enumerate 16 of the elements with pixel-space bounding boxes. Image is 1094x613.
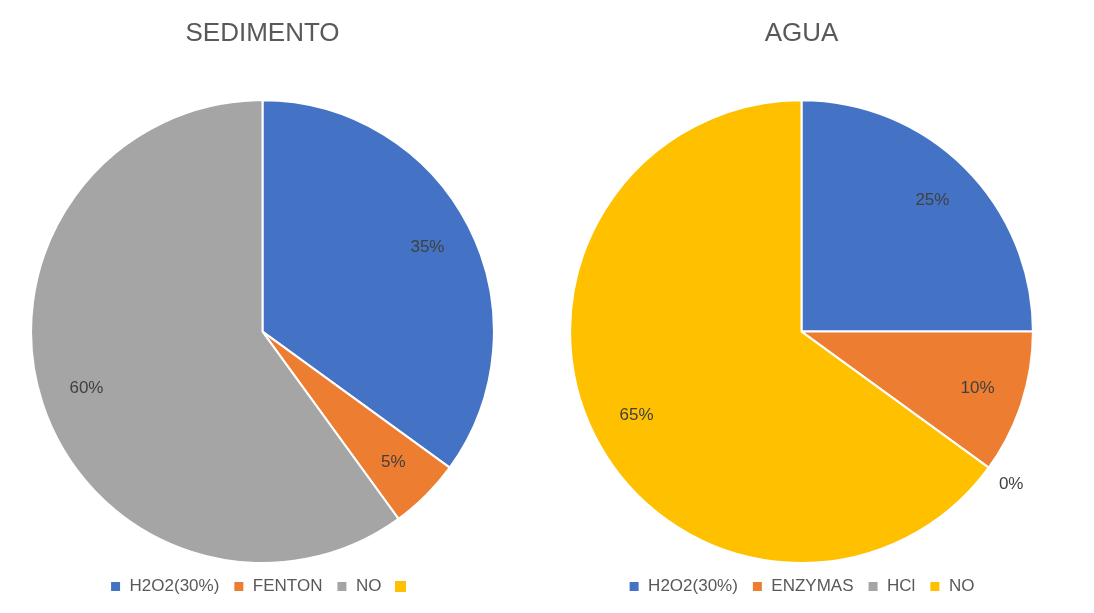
data-label: 25% [915, 190, 950, 210]
legend-label: NO [948, 576, 975, 596]
legend-label: FENTON [252, 576, 323, 596]
chart-title: SEDIMENTO [185, 16, 340, 47]
legend-label: NO [355, 576, 382, 596]
data-label: 5% [381, 452, 406, 472]
legend-label: ENZYMAS [771, 576, 854, 596]
data-label: 10% [960, 378, 995, 398]
data-label: 60% [69, 378, 104, 398]
legend-label: H2O2(30%) [648, 576, 738, 596]
text: 0% [998, 473, 1024, 493]
legend-label: HCl [887, 576, 916, 596]
legend-label: H2O2(30%) [129, 576, 220, 596]
data-label: 35% [410, 237, 445, 257]
data-label: 65% [619, 405, 654, 425]
chart-title: AGUA [764, 16, 839, 47]
